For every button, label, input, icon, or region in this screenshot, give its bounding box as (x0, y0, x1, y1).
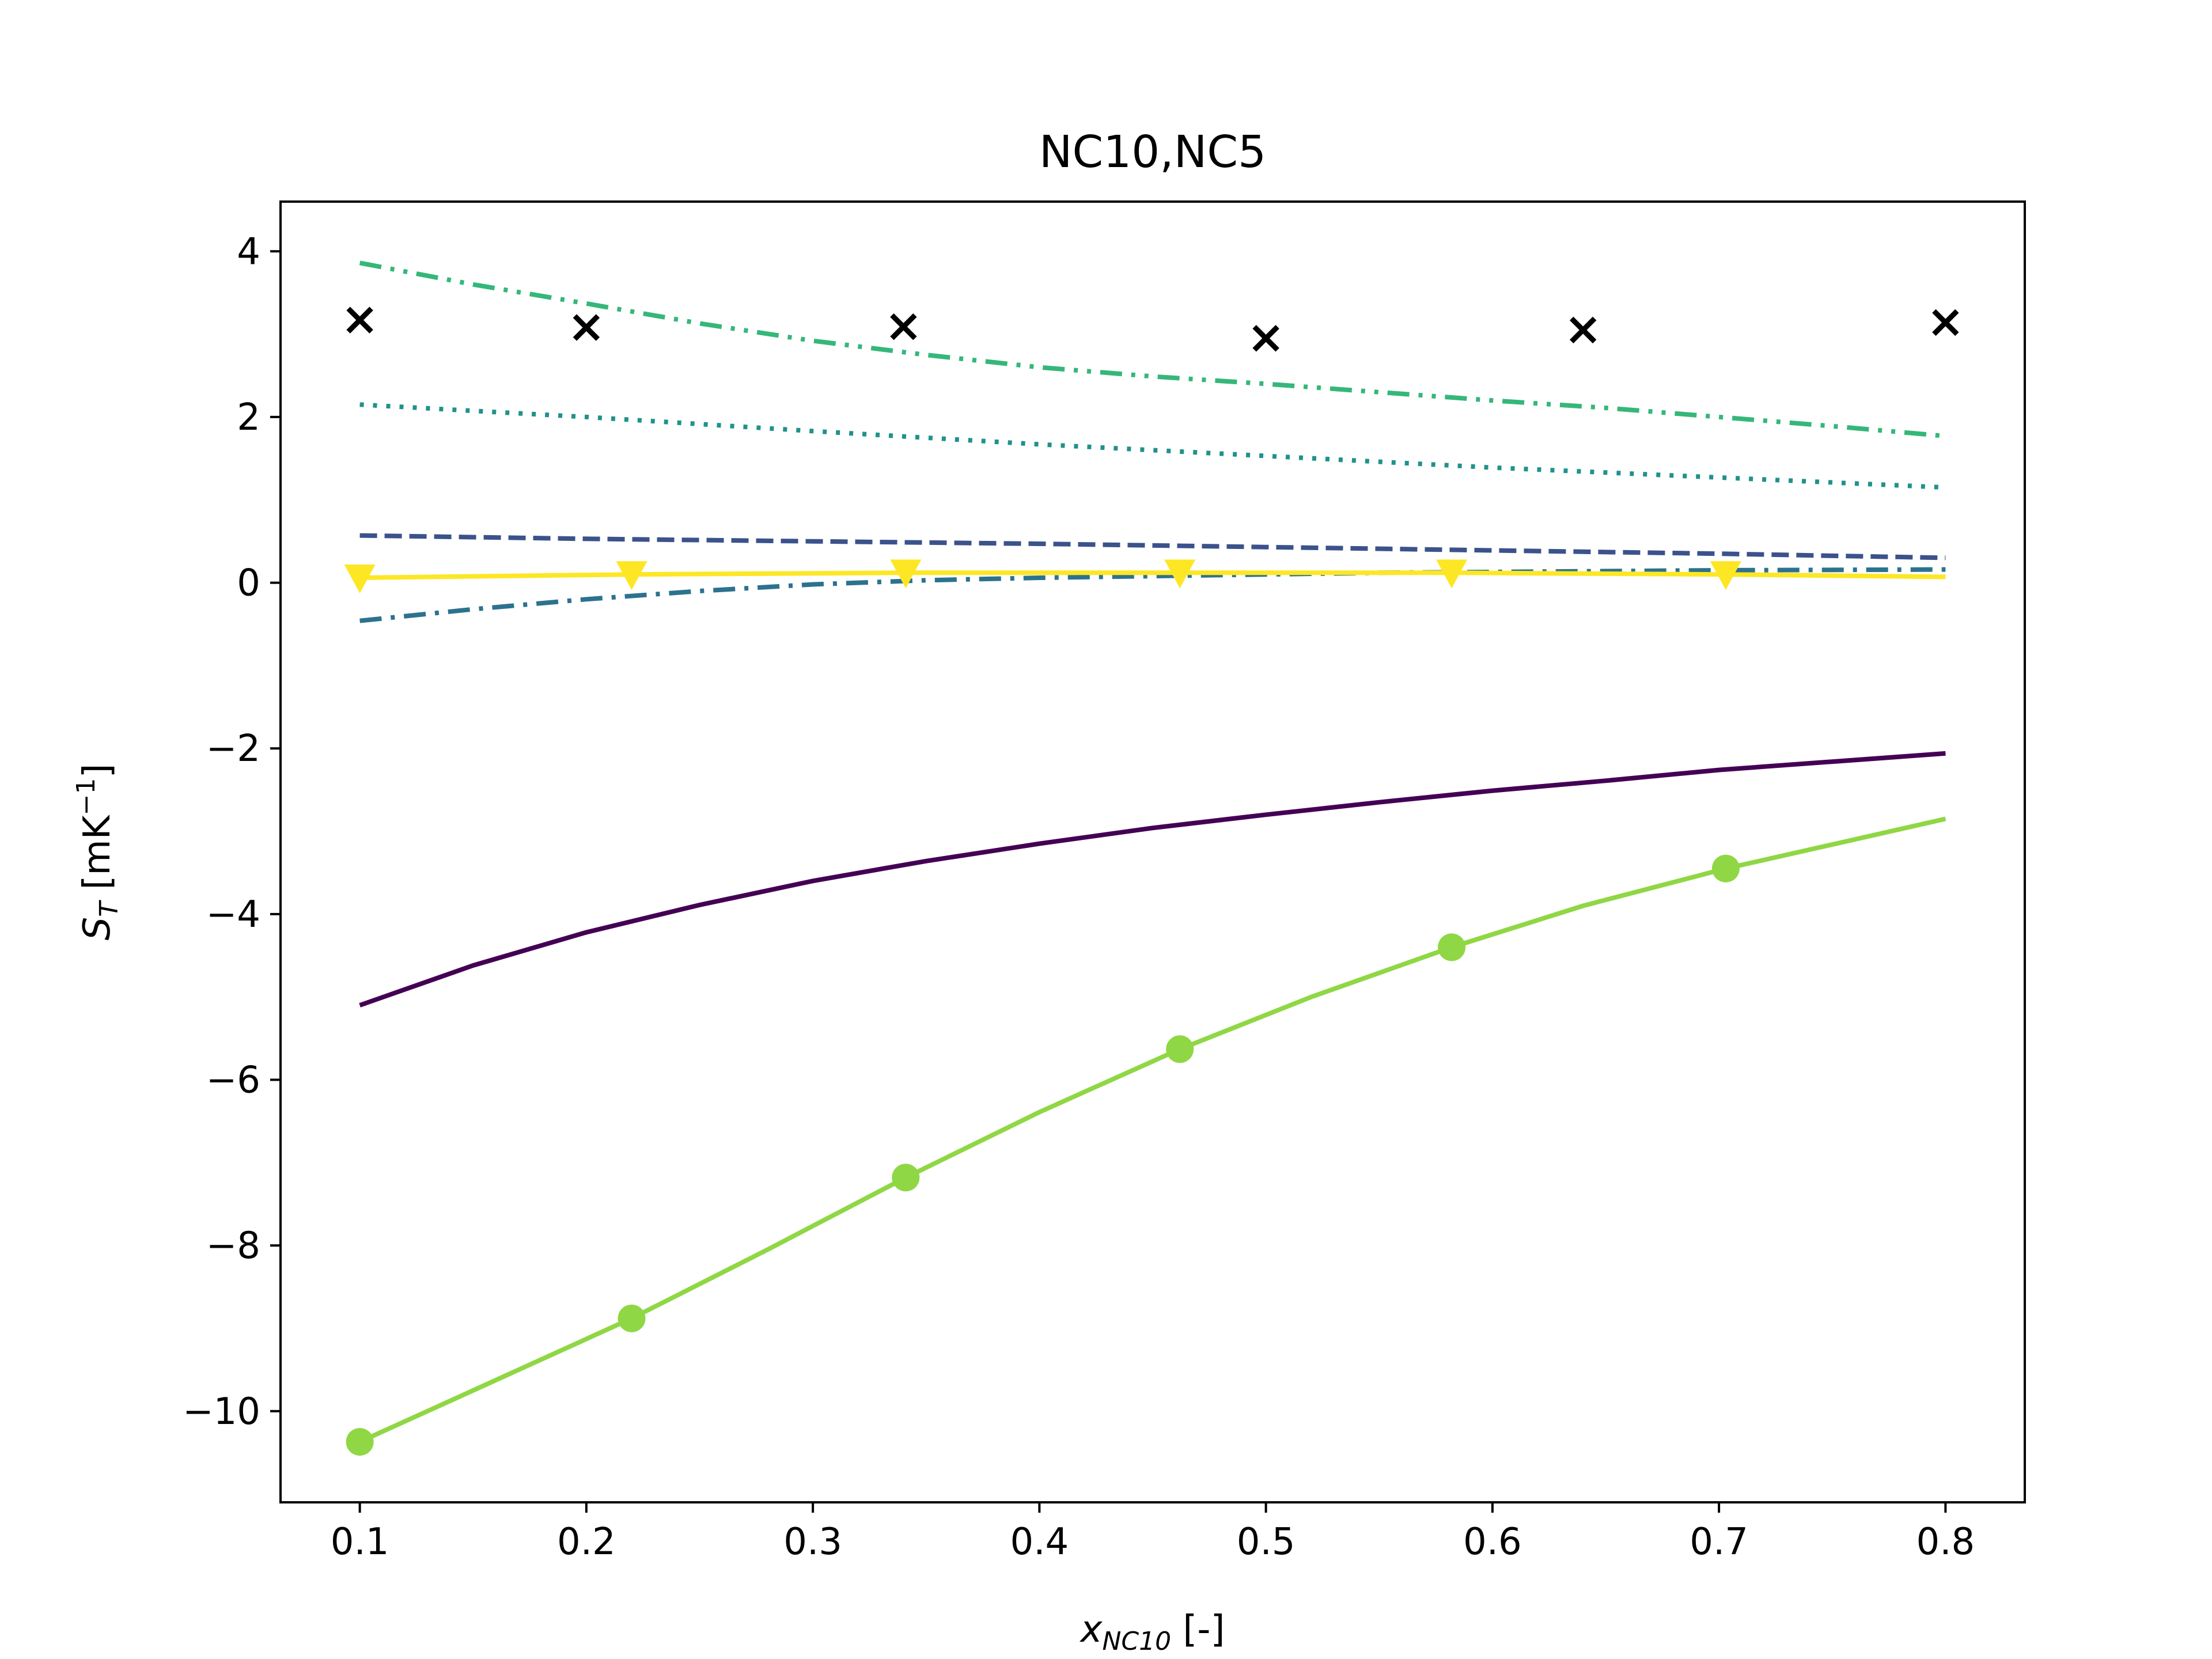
x-tick-label-5: 0.5 (1237, 1521, 1296, 1563)
series-8 (346, 306, 1959, 352)
x-tick-label-3: 0.3 (783, 1521, 842, 1563)
series-7-point-3 (890, 559, 922, 589)
series-8-point-4 (1252, 325, 1279, 352)
series-6-point-3 (892, 1164, 920, 1192)
series-6-point-6 (1711, 854, 1740, 882)
series-7-point-1 (344, 565, 376, 593)
series-7-point-4 (1164, 559, 1196, 589)
y-tick-label-2: 2 (237, 396, 260, 439)
series-7-point-2 (616, 561, 647, 590)
y-tick-label-8: −10 (183, 1391, 260, 1433)
y-axis-label-sub: T (94, 900, 124, 917)
series-3 (359, 567, 1946, 623)
plot-frame (279, 200, 2026, 1503)
series-7 (344, 559, 1946, 593)
x-tick-label-1: 0.1 (331, 1521, 389, 1563)
series-1-line (359, 751, 1946, 1007)
x-tick-label-4: 0.4 (1010, 1521, 1069, 1563)
y-axis-label-main: S (76, 917, 119, 941)
x-tick-label-7: 0.7 (1690, 1521, 1748, 1563)
y-tick-label-3: 0 (237, 562, 260, 605)
y-tick-label-1: 4 (237, 230, 260, 273)
series-5 (359, 260, 1946, 438)
series-7-line (359, 570, 1946, 580)
y-tick-label-5: −4 (206, 893, 260, 936)
y-axis-label-unit-suffix: ] (76, 764, 119, 778)
x-axis-label: xNC10 [-] (1080, 1608, 1225, 1656)
series-8-point-2 (573, 314, 600, 341)
series-3-line (359, 567, 1946, 623)
series-8-point-1 (346, 306, 373, 334)
x-tick-label-6: 0.6 (1463, 1521, 1522, 1563)
y-axis-label: ST [mK−1] (71, 764, 124, 941)
x-axis-label-suffix: [-] (1171, 1608, 1225, 1651)
x-tick-label-8: 0.8 (1916, 1521, 1975, 1563)
y-tick-label-4: −2 (206, 728, 260, 770)
chart-title: NC10,NC5 (1039, 127, 1266, 178)
series-5-line (359, 260, 1946, 438)
series-8-point-6 (1932, 309, 1959, 336)
series-6 (346, 816, 1946, 1456)
series-8-point-3 (890, 313, 917, 340)
series-6-point-4 (1166, 1035, 1194, 1063)
x-axis: 0.1 0.2 0.3 0.4 0.5 0.6 0.7 0.8 (331, 1502, 1975, 1563)
series-1 (359, 751, 1946, 1007)
y-axis: 4 2 0 −2 −4 −6 −8 −10 (183, 230, 281, 1433)
series-2-line (359, 533, 1946, 560)
series-7-point-5 (1436, 559, 1468, 589)
series-layer (344, 260, 1959, 1456)
series-6-point-2 (618, 1304, 646, 1332)
x-tick-label-2: 0.2 (557, 1521, 616, 1563)
x-axis-label-main: x (1080, 1608, 1103, 1651)
series-7-point-6 (1710, 561, 1741, 590)
series-8-point-5 (1569, 316, 1597, 344)
y-axis-label-unit-sup: −1 (71, 778, 101, 815)
y-tick-label-6: −6 (206, 1059, 260, 1102)
series-2 (359, 533, 1946, 560)
series-6-line (358, 816, 1946, 1444)
series-6-point-1 (346, 1428, 374, 1456)
x-axis-label-sub: NC10 (1102, 1627, 1171, 1656)
series-6-point-5 (1438, 933, 1466, 961)
y-axis-label-unit: [mK (76, 814, 119, 902)
y-tick-label-7: −8 (206, 1225, 260, 1267)
